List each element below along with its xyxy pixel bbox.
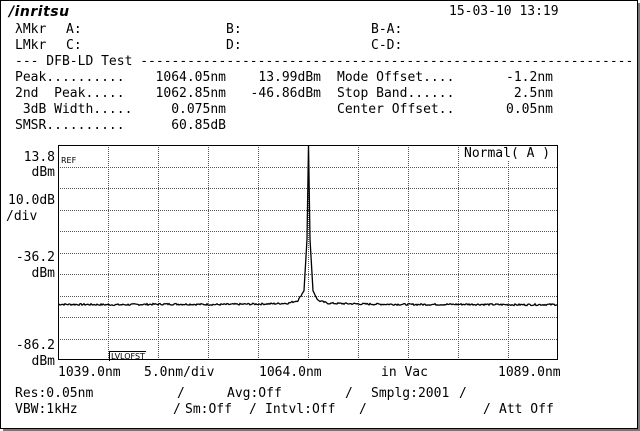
peak-label: Peak.......... [15,70,125,85]
status-sep: / [359,402,367,417]
level-offset-label: LVLOFST [109,351,146,361]
peak-wavelength: 1064.05nm [155,70,226,85]
marker-c-minus-d: C-D: [371,38,403,53]
x-medium: in Vac [381,365,428,380]
peak-level: 13.99dBm [258,70,321,85]
sampling: Smplg:2001 [371,386,450,401]
x-center: 1064.0nm [259,365,322,380]
marker-a: A: [66,22,82,37]
y-mid-value: -36.2 [15,250,55,265]
marker-c: C: [66,38,82,53]
center-offset-label: Center Offset.. [337,102,455,117]
lambda-marker-label: λMkr [15,22,47,37]
section-title: --- DFB-LD Test ------------------------… [15,55,634,69]
y-ref-value: 13.8 [23,150,55,165]
x-stop: 1089.0nm [498,365,561,380]
ref-label: REF [61,156,77,165]
status-sep: / [173,402,181,417]
trace-mode: Normal( A ) [464,146,551,161]
status-sep: / [459,386,467,401]
marker-b: B: [226,22,242,37]
width-value: 0.075nm [171,102,226,117]
marker-b-minus-a: B-A: [371,22,403,37]
stop-band-value: 2.5nm [513,86,553,101]
x-scale: 5.0nm/div [144,365,215,380]
y-bottom-value: -86.2 [15,338,55,353]
second-peak-level: -46.86dBm [250,86,321,101]
y-mid-unit: dBm [31,266,55,281]
y-bottom-unit: dBm [31,354,55,369]
vbw: VBW:1kHz [15,402,78,417]
y-scale-value: 10.0dB [8,193,55,208]
stop-band-label: Stop Band...... [337,86,455,101]
average: Avg:Off [227,386,282,401]
spectrum-plot [58,145,558,360]
second-peak-wavelength: 1062.85nm [155,86,226,101]
second-peak-label: 2nd Peak..... [15,86,125,101]
mode-offset-value: -1.2nm [506,70,553,85]
width-label: 3dB Width..... [15,102,133,117]
smsr-value: 60.85dB [171,118,226,133]
datetime: 15-03-10 13:19 [449,4,559,19]
smoothing: Sm:Off [185,402,232,417]
attenuator: Att Off [499,402,554,417]
y-ref-unit: dBm [31,165,55,180]
mode-offset-label: Mode Offset.... [337,70,455,85]
resolution: Res:0.05nm [15,386,94,401]
status-sep: / [345,386,353,401]
x-start: 1039.0nm [58,365,121,380]
status-sep: / [249,402,257,417]
marker-d: D: [226,38,242,53]
brand-logo: /inritsu [9,4,70,20]
smsr-label: SMSR.......... [15,118,125,133]
spectrum-trace [58,145,558,307]
y-scale-unit: /div [6,209,38,224]
status-sep: / [177,386,185,401]
level-marker-label: LMkr [15,38,47,53]
status-sep: / [483,402,491,417]
interval: Intvl:Off [265,402,336,417]
center-offset-value: 0.05nm [506,102,553,117]
